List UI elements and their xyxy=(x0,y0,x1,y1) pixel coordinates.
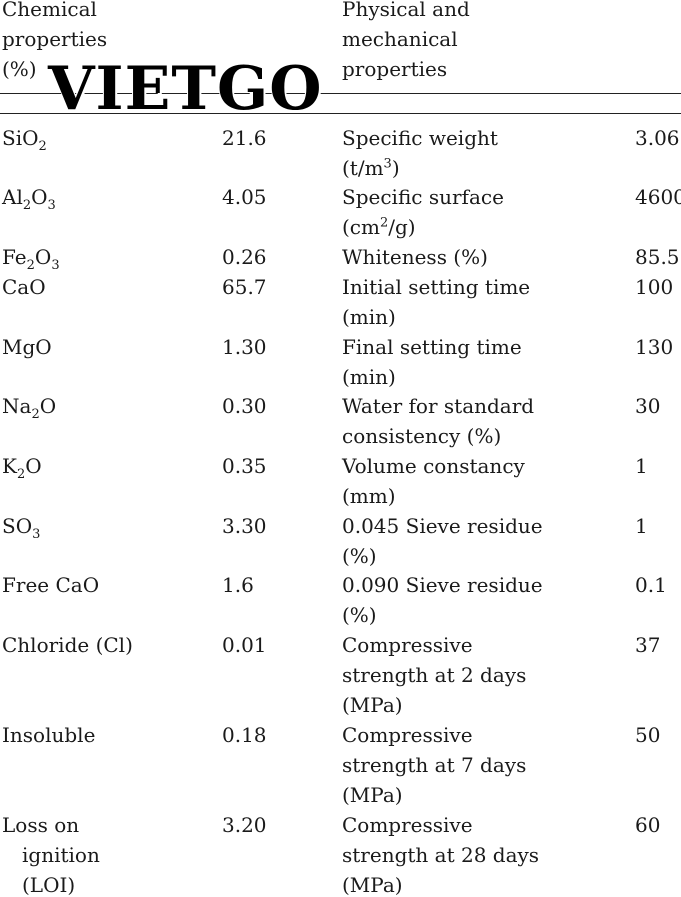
chem-value: 21.6 xyxy=(222,126,267,150)
chem-value: 1.6 xyxy=(222,573,254,597)
chem-value: 0.18 xyxy=(222,723,267,747)
chem-name: Fe2O3 xyxy=(2,245,60,273)
phys-value: 1 xyxy=(635,454,648,478)
phys-property: Water for standard consistency (%) xyxy=(342,394,535,448)
chem-value: 0.35 xyxy=(222,454,267,478)
phys-value: 4600 xyxy=(635,185,681,209)
phys-property: 0.090 Sieve residue (%) xyxy=(342,573,543,627)
chem-name: MgO xyxy=(2,335,52,359)
chem-name: CaO xyxy=(2,275,46,299)
phys-value: 1 xyxy=(635,514,648,538)
chem-value: 0.26 xyxy=(222,245,267,269)
phys-value: 3.06 xyxy=(635,126,680,150)
phys-value: 130 xyxy=(635,335,674,359)
phys-property: Specific surface (cm2/g) xyxy=(342,185,504,239)
header-physical-mechanical-properties: Physical and mechanical properties xyxy=(342,0,470,81)
chem-value: 65.7 xyxy=(222,275,267,299)
chem-name: Free CaO xyxy=(2,573,100,597)
chem-name: Na2O xyxy=(2,394,57,422)
phys-value: 50 xyxy=(635,723,661,747)
table-header: Chemical properties (%) Physical and mec… xyxy=(0,0,681,124)
phys-value: 100 xyxy=(635,275,674,299)
phys-value: 60 xyxy=(635,813,661,837)
phys-property: Whiteness (%) xyxy=(342,245,488,269)
header-rule-top xyxy=(0,93,681,94)
chem-value: 3.30 xyxy=(222,514,267,538)
chem-value: 0.01 xyxy=(222,633,267,657)
vietgo-watermark-logo: VIETGO xyxy=(48,54,323,124)
chem-name: K2O xyxy=(2,454,42,482)
phys-value: 85.5 xyxy=(635,245,680,269)
chem-name: Insoluble xyxy=(2,723,96,747)
chem-value: 3.20 xyxy=(222,813,267,837)
phys-property: Compressive strength at 7 days (MPa) xyxy=(342,723,527,807)
header-rule-bottom xyxy=(0,113,681,114)
phys-value: 0.1 xyxy=(635,573,667,597)
chem-value: 4.05 xyxy=(222,185,267,209)
chem-name: Al2O3 xyxy=(2,185,56,213)
phys-property: Volume constancy (mm) xyxy=(342,454,525,508)
chem-value: 0.30 xyxy=(222,394,267,418)
phys-property: 0.045 Sieve residue (%) xyxy=(342,514,543,568)
chem-name: Loss on ignition (LOI) xyxy=(2,813,100,897)
chem-value: 1.30 xyxy=(222,335,267,359)
phys-property: Final setting time (min) xyxy=(342,335,522,389)
chem-name: SiO2 xyxy=(2,126,47,154)
phys-property: Specific weight (t/m3) xyxy=(342,126,498,180)
phys-value: 30 xyxy=(635,394,661,418)
header-chemical-properties: Chemical properties (%) xyxy=(2,0,108,81)
chem-name: SO3 xyxy=(2,514,41,542)
phys-property: Compressive strength at 28 days (MPa) xyxy=(342,813,540,897)
chem-name: Chloride (Cl) xyxy=(2,633,133,657)
phys-property: Initial setting time (min) xyxy=(342,275,531,329)
phys-property: Compressive strength at 2 days (MPa) xyxy=(342,633,527,717)
phys-value: 37 xyxy=(635,633,661,657)
